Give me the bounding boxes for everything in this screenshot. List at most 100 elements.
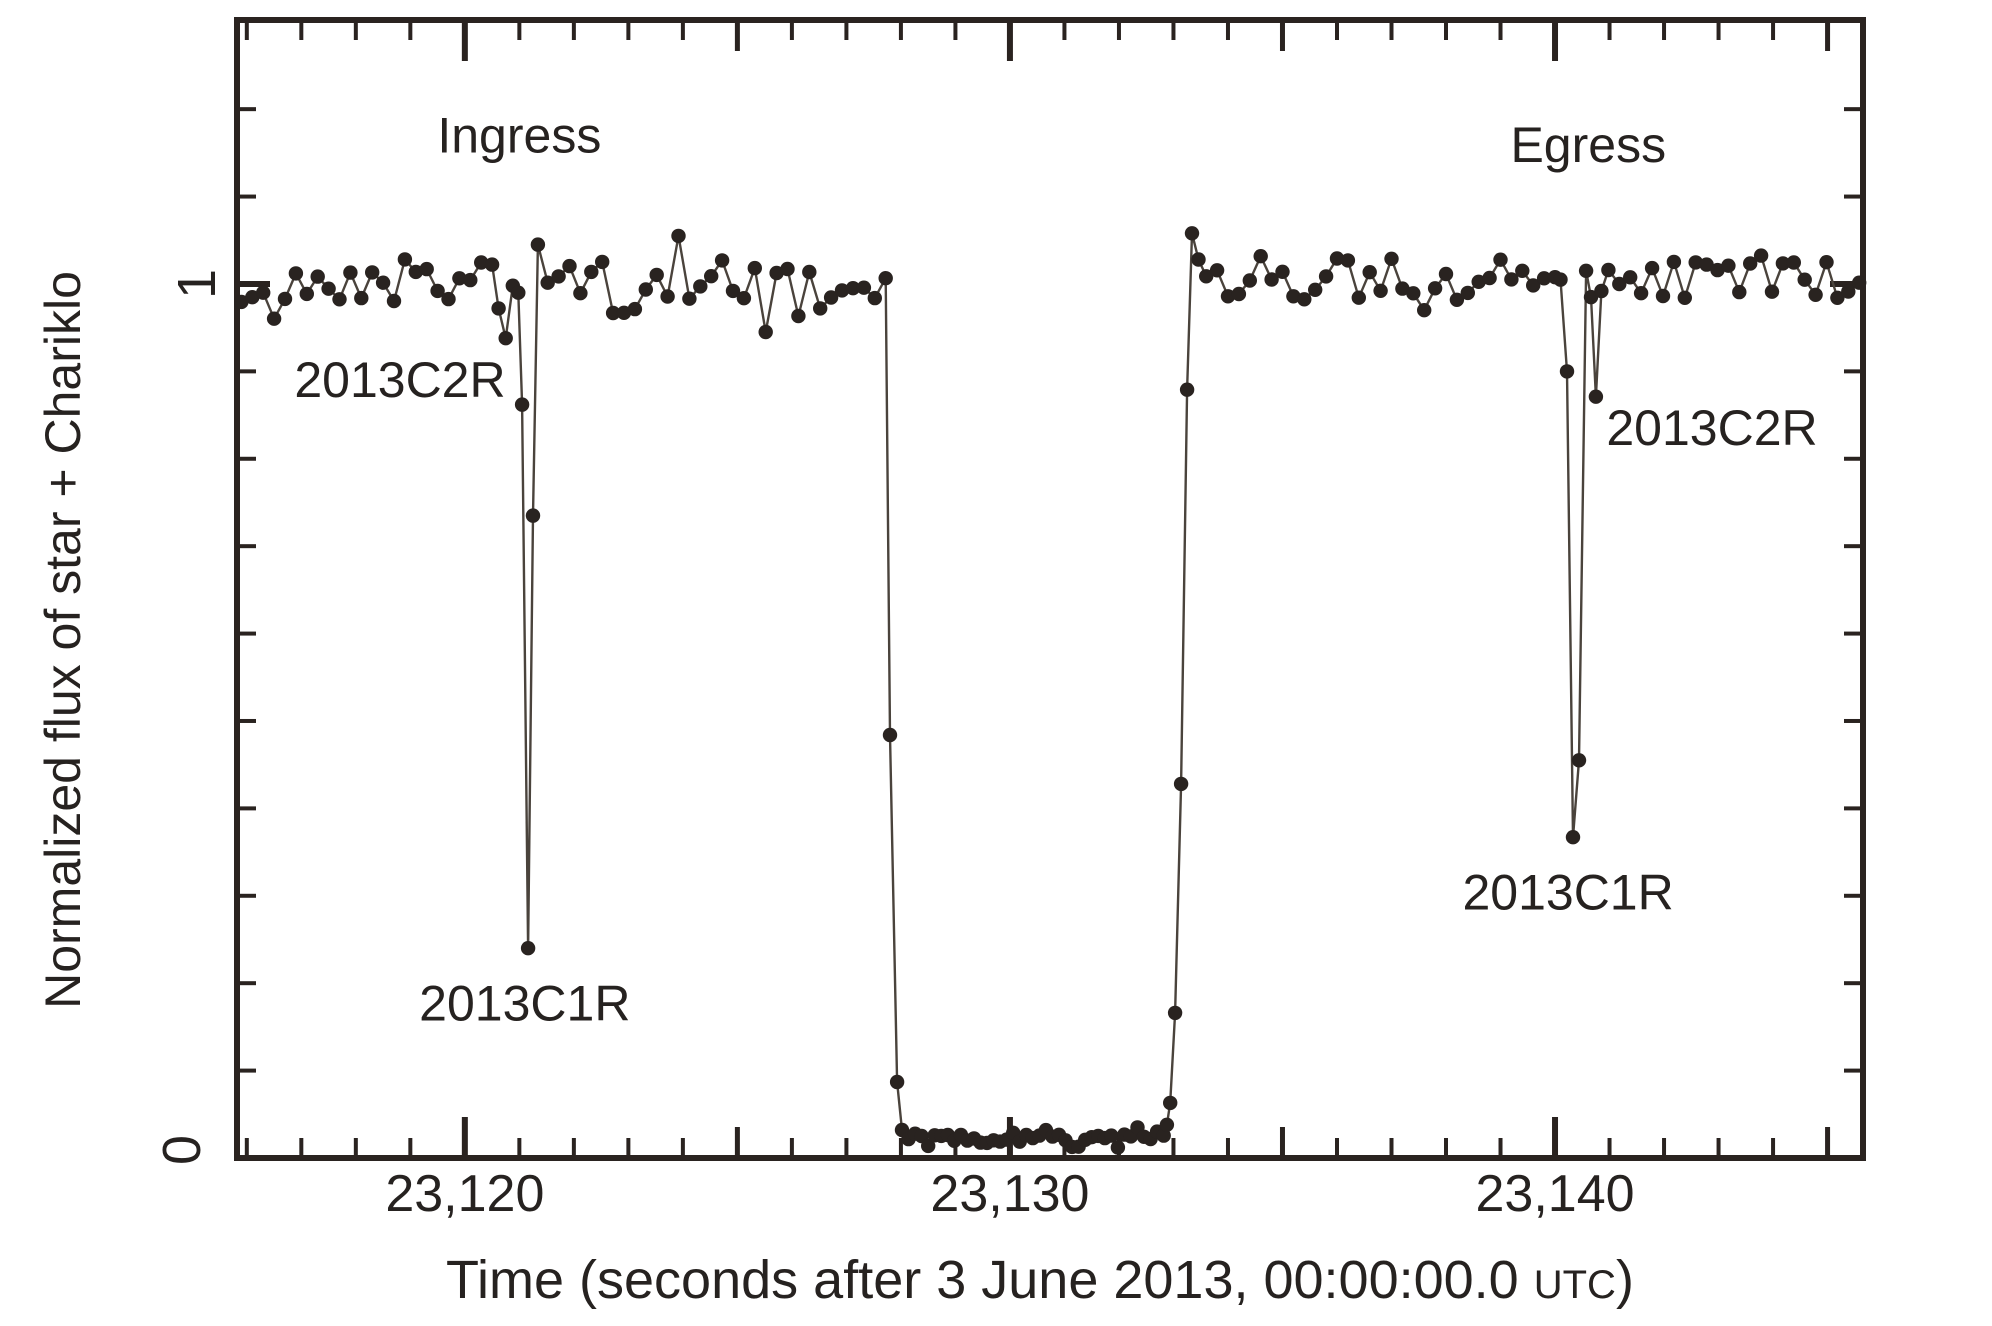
data-point: [1395, 281, 1410, 296]
data-point: [1460, 285, 1476, 301]
data-point: [1841, 284, 1856, 299]
data-point: [1655, 288, 1671, 304]
data-point: [1852, 275, 1867, 290]
data-point: [1819, 255, 1834, 270]
data-point: [1156, 1128, 1171, 1143]
data-point: [1623, 270, 1638, 285]
data-point: [365, 265, 380, 280]
data-point: [845, 281, 861, 296]
data-point: [1167, 1005, 1183, 1021]
data-point: [266, 311, 282, 326]
data-point: [299, 286, 314, 302]
data-point: [430, 283, 445, 299]
data-point: [736, 291, 752, 306]
data-point: [1515, 263, 1530, 278]
data-point: [1775, 256, 1791, 271]
data-point: [1504, 272, 1519, 287]
data-point: [1578, 263, 1594, 278]
data-point: [397, 252, 413, 267]
data-point: [878, 271, 893, 286]
data-point: [725, 283, 741, 299]
data-point: [638, 282, 653, 297]
data-point: [1362, 265, 1377, 280]
ingress-label: Ingress: [437, 107, 601, 163]
data-point: [1173, 776, 1189, 792]
data-point: [1242, 273, 1258, 288]
data-point: [660, 289, 675, 304]
x-axis-title: Time (seconds after 3 June 2013, 00:00:0…: [446, 1250, 1634, 1310]
data-point: [491, 301, 506, 316]
data-point: [856, 280, 872, 295]
data-point: [1699, 257, 1714, 272]
data-point: [1417, 303, 1432, 318]
data-point: [1340, 253, 1356, 268]
data-point: [780, 261, 795, 277]
data-point: [1764, 284, 1780, 299]
data-point: [1601, 262, 1616, 278]
data-point: [1786, 255, 1802, 270]
data-point: [441, 291, 456, 307]
y-axis-title: Normalized flux of star + Chariklo: [35, 271, 91, 1009]
x-tick-label: 23,120: [385, 1165, 544, 1223]
data-point: [1384, 251, 1399, 266]
y-tick-label: 0: [152, 1135, 212, 1165]
data-point: [1594, 283, 1609, 299]
data-point: [1612, 276, 1627, 292]
data-point: [277, 291, 293, 307]
data-point: [256, 285, 271, 300]
data-point: [1438, 266, 1454, 282]
data-point: [595, 254, 610, 270]
data-point: [514, 397, 530, 412]
data-point: [693, 279, 708, 294]
data-point: [1830, 290, 1845, 305]
data-point: [1104, 1128, 1119, 1143]
data-point: [649, 267, 664, 283]
data-point: [375, 275, 391, 290]
data-point: [1209, 263, 1225, 278]
data-point: [386, 293, 402, 309]
egress-label: Egress: [1510, 117, 1666, 173]
data-point: [1163, 1095, 1178, 1111]
data-point: [1308, 282, 1323, 297]
data-point: [1808, 287, 1823, 302]
c1r-ingress-label: 2013C1R: [419, 975, 630, 1031]
c2r-egress-label: 2013C2R: [1606, 400, 1817, 456]
data-point: [1264, 272, 1279, 287]
data-point: [530, 237, 546, 252]
data-point: [245, 290, 260, 305]
data-point: [562, 258, 577, 274]
data-point: [1159, 1117, 1175, 1133]
data-point: [1199, 269, 1214, 284]
data-point: [867, 290, 882, 306]
data-point: [584, 264, 599, 280]
data-point: [1179, 382, 1195, 397]
data-point: [1526, 278, 1541, 293]
data-point: [823, 290, 839, 305]
data-point: [1753, 248, 1769, 263]
data-point: [1677, 290, 1693, 305]
data-point: [1688, 255, 1703, 270]
data-point: [671, 228, 686, 244]
c2r-ingress-label: 2013C2R: [294, 352, 505, 408]
plot-frame: [234, 17, 1866, 1161]
data-point: [1373, 283, 1388, 298]
data-point: [288, 266, 304, 281]
data-point: [321, 281, 336, 296]
data-point: [1110, 1140, 1126, 1155]
data-point: [1633, 286, 1649, 301]
data-point: [1471, 274, 1486, 289]
data-point: [511, 285, 526, 300]
data-point: [1644, 260, 1660, 276]
data-point: [419, 261, 434, 277]
y-axis-ticks: [240, 107, 1860, 1161]
x-axis-ticks: [244, 23, 1831, 1155]
data-point: [802, 264, 817, 280]
x-axis-tick-labels: 23,120 23,130 23,140: [385, 1165, 1634, 1223]
data-point: [1553, 272, 1568, 287]
data-point: [704, 269, 719, 284]
data-point: [474, 255, 489, 270]
data-point: [1482, 270, 1497, 286]
data-point: [791, 308, 806, 324]
